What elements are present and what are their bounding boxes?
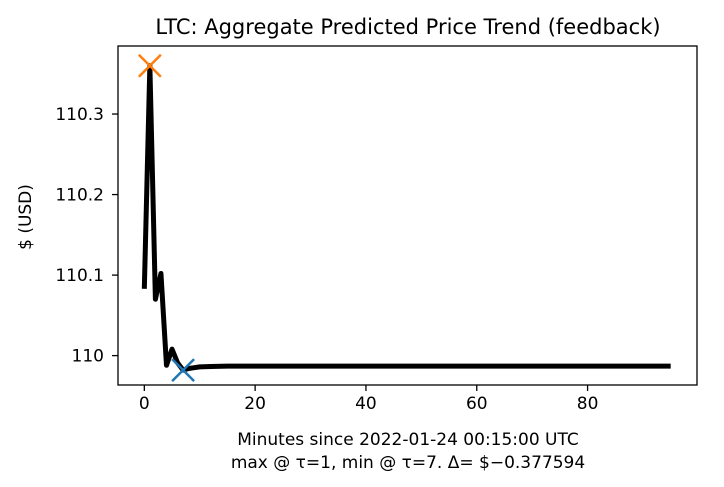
y-axis-label: $ (USD): [16, 184, 36, 250]
x-tick-label: 20: [244, 394, 266, 414]
chart-title: LTC: Aggregate Predicted Price Trend (fe…: [155, 15, 660, 39]
x-tick-label: 0: [139, 394, 150, 414]
x-axis-label-line2: max @ τ=1, min @ τ=7. Δ= $−0.377594: [231, 453, 585, 473]
axes-frame: [117, 45, 698, 386]
max-marker: [137, 53, 162, 78]
y-tick-label: 110: [72, 347, 104, 367]
min-marker: [171, 358, 195, 382]
x-tick-label: 40: [355, 394, 377, 414]
y-tick-label: 110.2: [55, 186, 104, 206]
plot-area: 0 20 40 60 80 110 110.1 110.2 110.3: [55, 45, 698, 414]
x-tick-label: 80: [577, 394, 599, 414]
y-tick-label: 110.3: [55, 105, 104, 125]
y-tick-label: 110.1: [55, 266, 104, 286]
series-line-0: [141, 63, 671, 373]
x-axis-label: Minutes since 2022-01-24 00:15:00 UTC: [237, 430, 579, 450]
x-tick-label: 60: [466, 394, 488, 414]
